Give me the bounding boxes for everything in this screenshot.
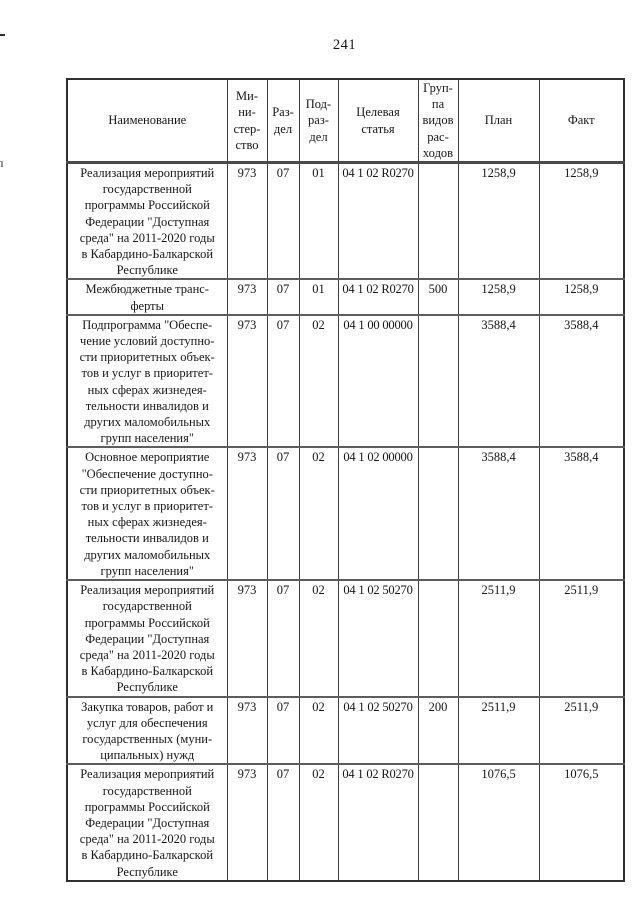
cell-name: Межбюджетные транс- ферты [66, 278, 228, 315]
cell-plan: 1076,5 [457, 763, 540, 881]
header-ministry: Ми- ни- стер- ство [226, 78, 268, 165]
table-row: Реализация мероприятий государственной п… [66, 763, 625, 881]
table-row: Подпрограмма "Обеспе- чение условий дост… [66, 313, 625, 448]
cell-section: 07 [266, 278, 300, 315]
cell-ministry: 973 [226, 695, 268, 765]
cell-section: 07 [266, 579, 300, 697]
table-row: Основное мероприятие "Обеспечение доступ… [66, 446, 625, 581]
cell-expense-group [417, 313, 459, 448]
cell-expense-group: 500 [417, 278, 459, 315]
cell-ministry: 973 [226, 161, 268, 280]
cell-ministry: 973 [226, 278, 268, 315]
cell-section: 07 [266, 446, 300, 581]
table-row: Реализация мероприятий государственной п… [66, 579, 625, 697]
cell-plan: 2511,9 [457, 579, 540, 697]
scan-artifact-dash [0, 34, 5, 36]
cell-ministry: 973 [226, 446, 268, 581]
page-number: 241 [332, 37, 357, 53]
cell-section: 07 [266, 313, 300, 448]
cell-subsection: 01 [298, 278, 339, 315]
header-expense-group: Груп- па видов рас- ходов [417, 78, 459, 165]
cell-target-article: 04 1 02 50270 [337, 579, 419, 697]
cell-subsection: 02 [298, 446, 339, 581]
cell-ministry: 973 [226, 313, 268, 448]
cell-expense-group [417, 446, 459, 581]
cell-plan: 3588,4 [457, 446, 540, 581]
table-row: Межбюджетные транс- ферты 973 07 01 04 1… [66, 278, 625, 315]
scan-artifact-mark: п [0, 158, 4, 169]
cell-ministry: 973 [226, 579, 268, 697]
cell-expense-group [417, 161, 459, 280]
cell-fact: 2511,9 [538, 695, 625, 765]
cell-name: Реализация мероприятий государственной п… [66, 579, 228, 697]
cell-target-article: 04 1 02 R0270 [337, 161, 419, 280]
budget-execution-table: Наименование Ми- ни- стер- ство Раз- дел… [66, 78, 625, 882]
cell-fact: 1258,9 [538, 161, 625, 280]
table-body: Реализация мероприятий государственной п… [66, 161, 625, 881]
cell-plan: 1258,9 [457, 161, 540, 280]
header-subsection: Под- раз- дел [298, 78, 339, 165]
cell-section: 07 [266, 695, 300, 765]
cell-section: 07 [266, 161, 300, 280]
cell-target-article: 04 1 00 00000 [337, 313, 419, 448]
header-row: Наименование Ми- ни- стер- ство Раз- дел… [66, 78, 625, 165]
cell-target-article: 04 1 02 R0270 [337, 763, 419, 881]
cell-subsection: 02 [298, 579, 339, 697]
cell-name: Основное мероприятие "Обеспечение доступ… [66, 446, 228, 581]
cell-plan: 2511,9 [457, 695, 540, 765]
header-plan: План [457, 78, 540, 165]
cell-name: Реализация мероприятий государственной п… [66, 161, 228, 280]
cell-expense-group [417, 763, 459, 881]
cell-subsection: 01 [298, 161, 339, 280]
cell-plan: 3588,4 [457, 313, 540, 448]
cell-target-article: 04 1 02 R0270 [337, 278, 419, 315]
cell-name: Реализация мероприятий государственной п… [66, 763, 228, 881]
cell-target-article: 04 1 02 50270 [337, 695, 419, 765]
cell-expense-group [417, 579, 459, 697]
cell-expense-group: 200 [417, 695, 459, 765]
cell-plan: 1258,9 [457, 278, 540, 315]
table-row: Реализация мероприятий государственной п… [66, 161, 625, 280]
cell-fact: 1258,9 [538, 278, 625, 315]
table-header: Наименование Ми- ни- стер- ство Раз- дел… [66, 78, 625, 165]
cell-subsection: 02 [298, 763, 339, 881]
cell-name: Подпрограмма "Обеспе- чение условий дост… [66, 313, 228, 448]
cell-ministry: 973 [226, 763, 268, 881]
cell-subsection: 02 [298, 313, 339, 448]
cell-fact: 2511,9 [538, 579, 625, 697]
cell-name: Закупка товаров, работ и услуг для обесп… [66, 695, 228, 765]
cell-section: 07 [266, 763, 300, 881]
cell-fact: 3588,4 [538, 313, 625, 448]
table-row: Закупка товаров, работ и услуг для обесп… [66, 695, 625, 765]
cell-target-article: 04 1 02 00000 [337, 446, 419, 581]
header-fact: Факт [538, 78, 625, 165]
cell-subsection: 02 [298, 695, 339, 765]
header-name: Наименование [66, 78, 228, 165]
cell-fact: 1076,5 [538, 763, 625, 881]
header-section: Раз- дел [266, 78, 300, 165]
header-target-article: Целевая статья [337, 78, 419, 165]
cell-fact: 3588,4 [538, 446, 625, 581]
